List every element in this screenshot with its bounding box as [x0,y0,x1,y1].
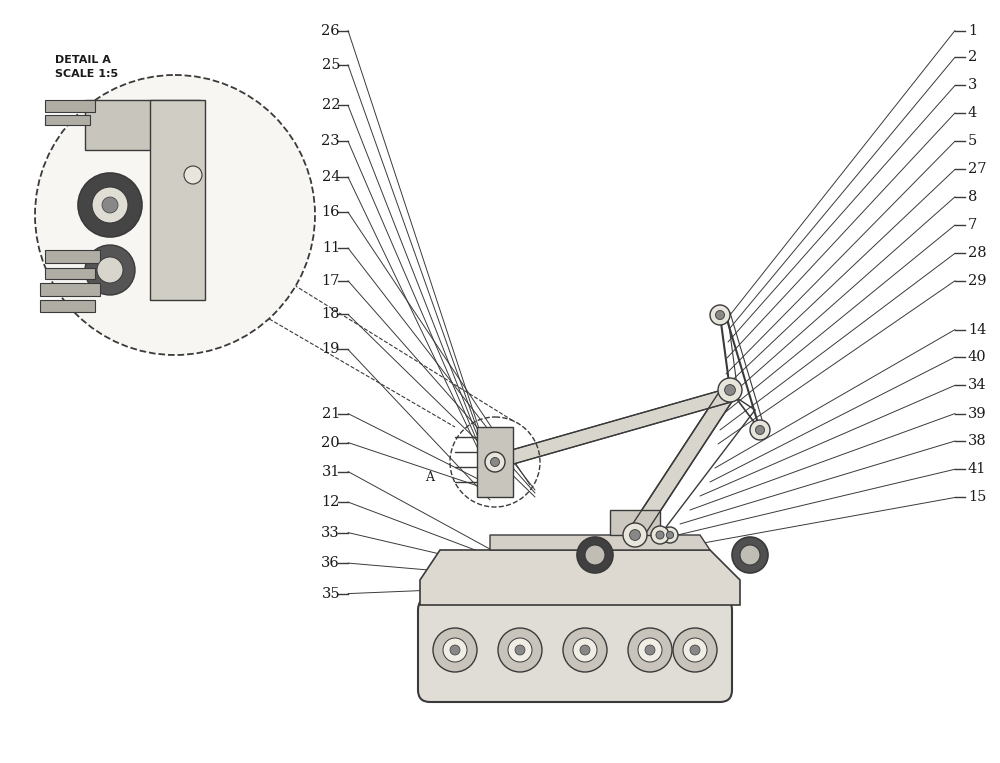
Circle shape [563,628,607,672]
Circle shape [433,628,477,672]
Circle shape [725,385,735,395]
Circle shape [623,523,647,547]
Text: 18: 18 [322,307,340,321]
FancyBboxPatch shape [40,283,100,296]
FancyBboxPatch shape [418,598,732,702]
FancyBboxPatch shape [45,250,100,263]
Text: 35: 35 [321,587,340,600]
Circle shape [750,420,770,440]
Circle shape [450,645,460,655]
Circle shape [102,197,118,213]
Circle shape [718,378,742,402]
Text: 15: 15 [968,491,986,504]
Circle shape [673,628,717,672]
Circle shape [710,305,730,325]
Circle shape [577,537,613,573]
Circle shape [184,166,202,184]
Circle shape [580,645,590,655]
Text: 14: 14 [968,323,986,336]
Text: 3: 3 [968,79,977,92]
Text: 20: 20 [321,436,340,449]
Text: 34: 34 [968,378,987,392]
Text: 36: 36 [321,556,340,570]
Text: 26: 26 [321,24,340,37]
FancyBboxPatch shape [45,115,90,125]
Text: 11: 11 [322,241,340,255]
Text: 25: 25 [322,58,340,72]
Circle shape [656,531,664,539]
Text: 19: 19 [322,343,340,356]
Circle shape [630,530,640,540]
Text: 39: 39 [968,407,987,420]
Circle shape [651,526,669,544]
Polygon shape [420,550,740,605]
Text: 1: 1 [968,24,977,37]
Circle shape [85,245,135,295]
Circle shape [638,638,662,662]
Text: 7: 7 [968,218,977,232]
Text: 31: 31 [322,465,340,478]
Text: 8: 8 [968,190,977,204]
Text: A: A [426,471,435,484]
Circle shape [756,426,765,434]
Text: DETAIL A
SCALE 1:5: DETAIL A SCALE 1:5 [55,55,118,79]
Circle shape [662,527,678,543]
Circle shape [97,257,123,283]
Circle shape [683,638,707,662]
Text: 41: 41 [968,462,986,476]
Circle shape [690,645,700,655]
Text: 23: 23 [321,134,340,148]
Text: 29: 29 [968,274,986,288]
Text: 5: 5 [968,134,977,148]
Text: 4: 4 [968,106,977,120]
Text: 27: 27 [968,163,986,176]
Circle shape [491,458,500,466]
Circle shape [716,311,724,320]
Polygon shape [490,535,710,550]
Polygon shape [628,385,737,539]
Circle shape [666,531,674,539]
Circle shape [35,75,315,355]
FancyBboxPatch shape [150,100,205,300]
FancyBboxPatch shape [45,268,95,279]
Text: 28: 28 [968,246,987,260]
Circle shape [740,545,760,565]
FancyBboxPatch shape [85,100,200,150]
Text: 16: 16 [322,205,340,219]
FancyBboxPatch shape [45,100,95,112]
Text: 21: 21 [322,407,340,420]
FancyBboxPatch shape [477,427,513,497]
Text: 33: 33 [321,526,340,539]
Circle shape [585,545,605,565]
Circle shape [498,628,542,672]
Text: 38: 38 [968,434,987,448]
Circle shape [92,187,128,223]
FancyBboxPatch shape [610,510,660,535]
Circle shape [732,537,768,573]
Circle shape [485,452,505,472]
FancyBboxPatch shape [40,300,95,312]
Circle shape [78,173,142,237]
Text: 40: 40 [968,350,987,364]
Circle shape [645,645,655,655]
Text: 17: 17 [322,274,340,288]
Text: 2: 2 [968,50,977,64]
Circle shape [573,638,597,662]
Text: 22: 22 [322,98,340,112]
Circle shape [628,628,672,672]
Polygon shape [493,388,732,468]
Text: 12: 12 [322,495,340,509]
Text: 24: 24 [322,170,340,184]
Circle shape [515,645,525,655]
Circle shape [443,638,467,662]
Circle shape [508,638,532,662]
